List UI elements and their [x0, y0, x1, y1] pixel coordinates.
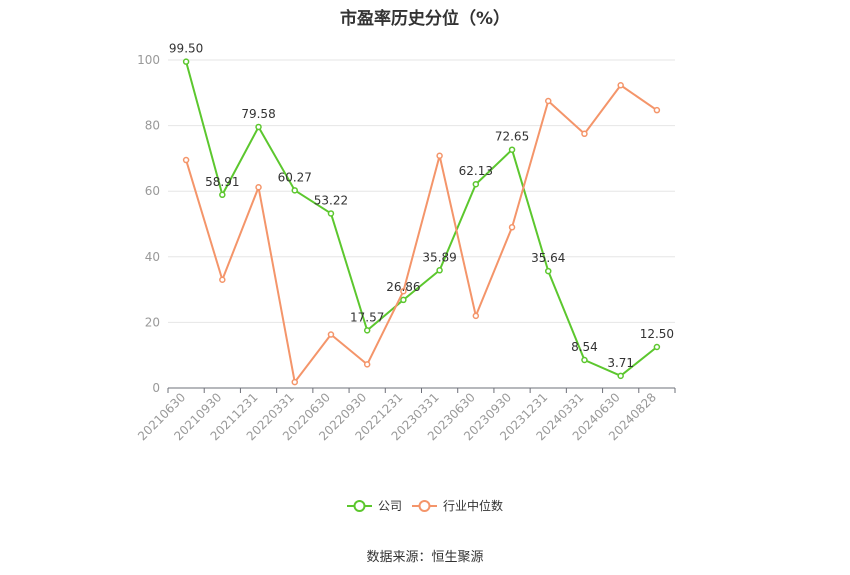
company-series-line	[185, 61, 658, 377]
company-point	[255, 123, 262, 131]
y-tick-label: 20	[145, 315, 160, 329]
data-label: 8.54	[571, 340, 598, 354]
industry-point	[581, 130, 588, 138]
legend-label: 行业中位数	[443, 498, 503, 513]
industry-point	[472, 312, 480, 320]
industry-point	[545, 97, 552, 105]
industry-point	[363, 361, 371, 368]
y-tick-label: 100	[137, 53, 160, 67]
industry-point	[653, 106, 661, 114]
industry-point	[400, 287, 407, 295]
data-label: 12.50	[640, 327, 674, 341]
legend-label: 公司	[378, 499, 402, 513]
industry-point	[617, 82, 624, 89]
data-label: 58.91	[205, 175, 239, 189]
data-label: 79.58	[241, 107, 275, 121]
legend-item-company[interactable]: 公司	[347, 499, 402, 513]
y-tick-label: 0	[152, 381, 160, 395]
company-point	[581, 356, 588, 364]
industry-point	[508, 224, 516, 231]
data-label: 60.27	[278, 170, 312, 184]
company-point	[545, 267, 552, 275]
industry-series-line	[185, 84, 658, 384]
company-point	[182, 58, 190, 65]
legend-marker-icon	[418, 500, 431, 512]
legend-item-industry[interactable]: 行业中位数	[412, 498, 503, 513]
data-label: 72.65	[495, 130, 529, 144]
series-lines	[182, 58, 661, 386]
industry-point	[219, 276, 226, 284]
legend[interactable]: 公司 行业中位数	[347, 498, 503, 513]
data-label: 35.89	[422, 250, 456, 264]
company-point	[436, 267, 443, 274]
company-point	[508, 146, 516, 153]
data-label: 53.22	[314, 193, 348, 207]
source-note: 数据来源：恒生聚源	[366, 550, 484, 565]
data-label: 62.13	[459, 164, 493, 178]
industry-point	[182, 156, 190, 164]
company-point	[472, 180, 480, 188]
company-point	[327, 210, 335, 217]
y-tick-label: 80	[145, 119, 160, 133]
industry-point	[291, 378, 298, 386]
industry-point	[327, 331, 335, 338]
data-label: 17.57	[350, 310, 384, 324]
legend-marker-icon	[353, 500, 366, 512]
company-point	[400, 296, 407, 304]
company-point	[653, 343, 661, 351]
grid-lines	[168, 59, 675, 323]
data-label: 35.64	[531, 251, 565, 265]
company-point	[617, 372, 624, 380]
chart-title: 市盈率历史分位（%）	[339, 9, 511, 29]
company-point	[291, 187, 298, 194]
company-point	[363, 327, 371, 334]
y-tick-label: 60	[145, 184, 160, 198]
data-label: 26.86	[386, 280, 420, 294]
industry-point	[255, 184, 262, 191]
y-tick-label: 40	[145, 250, 160, 264]
data-label: 3.71	[607, 356, 634, 370]
industry-point	[436, 152, 443, 160]
data-label: 99.50	[169, 42, 203, 56]
company-point	[219, 191, 226, 199]
axes: 0204060801002021063020210930202112312022…	[135, 53, 676, 443]
